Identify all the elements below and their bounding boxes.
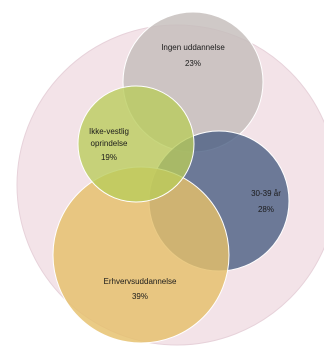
value-ingen-uddannelse: 23% <box>185 59 201 68</box>
value-ikke-vestlig: 19% <box>101 153 117 162</box>
value-erhvervsuddannelse: 39% <box>132 292 148 301</box>
circle-ikke-vestlig-oprindelse <box>77 85 195 203</box>
label-ingen-uddannelse: Ingen uddannelse <box>161 43 225 52</box>
label-30-39-aar: 30-39 år <box>251 189 281 198</box>
label-erhvervsuddannelse: Erhvervsuddannelse <box>104 277 177 286</box>
label-ikke-vestlig-line1: Ikke-vestlig <box>89 127 129 136</box>
label-ikke-vestlig-line2: oprindelse <box>91 139 128 148</box>
value-30-39-aar: 28% <box>258 205 274 214</box>
